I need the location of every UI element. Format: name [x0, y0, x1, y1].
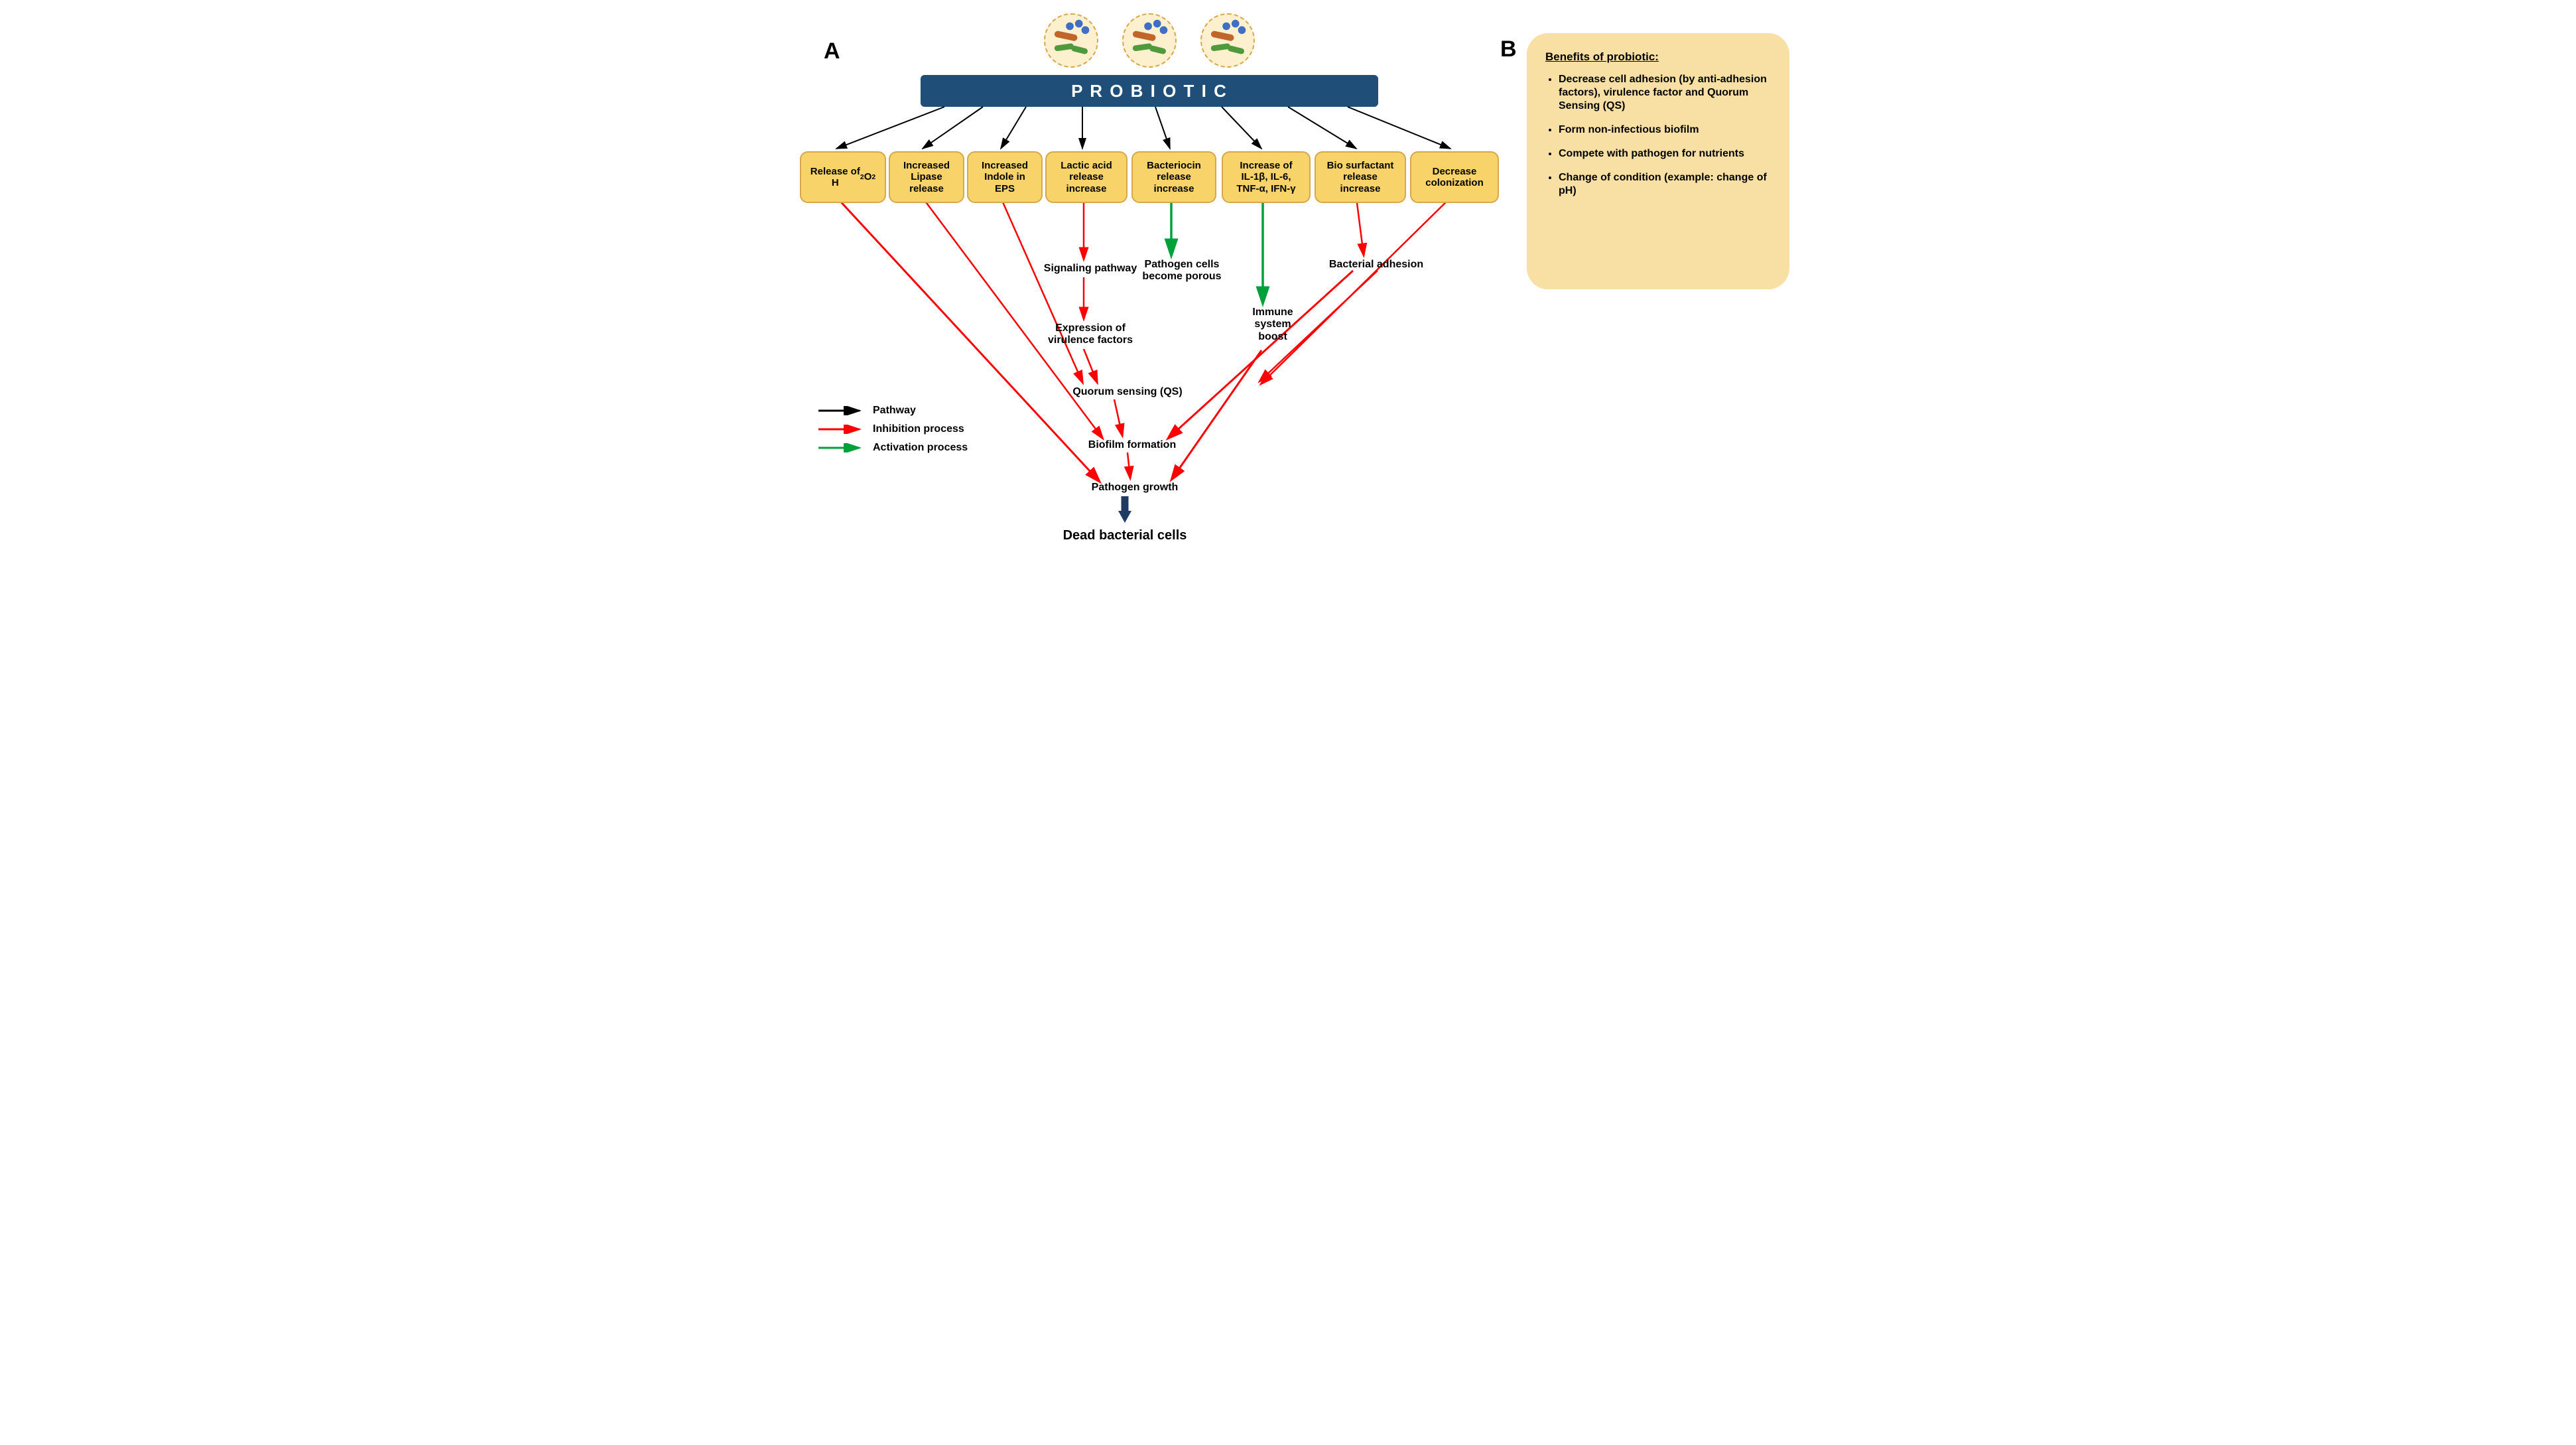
- legend-item: Inhibition process: [817, 423, 968, 435]
- mechanism-box-il: Increase ofIL-1β, IL-6,TNF-α, IFN-γ: [1222, 151, 1311, 203]
- mechanism-box-lipase: IncreasedLipaserelease: [889, 151, 964, 203]
- text-node-porous: Pathogen cellsbecome porous: [1135, 259, 1228, 283]
- mechanism-box-lactic: Lactic acidreleaseincrease: [1045, 151, 1127, 203]
- legend-label: Activation process: [873, 442, 968, 454]
- benefits-list: Decrease cell adhesion (by anti-adhesion…: [1545, 73, 1771, 198]
- diagram-canvas: A B P R O B I O T I C Release ofH2O2Incr…: [797, 0, 1779, 551]
- benefits-panel: Benefits of probiotic: Decrease cell adh…: [1527, 33, 1789, 289]
- legend-item: Activation process: [817, 442, 968, 454]
- panel-b-label: B: [1500, 36, 1517, 62]
- text-node-pathgrowth: Pathogen growth: [1078, 482, 1191, 494]
- benefits-item: Change of condition (example: change of …: [1559, 171, 1771, 198]
- legend: Pathway Inhibition process Activation proc…: [817, 405, 968, 460]
- benefits-item: Decrease cell adhesion (by anti-adhesion…: [1559, 73, 1771, 113]
- legend-label: Pathway: [873, 405, 916, 417]
- mechanism-box-biosurf: Bio surfactantreleaseincrease: [1315, 151, 1406, 203]
- legend-label: Inhibition process: [873, 423, 964, 435]
- text-node-bactadh: Bacterial adhesion: [1320, 259, 1433, 271]
- microbe-cluster-icon: [1200, 13, 1255, 68]
- mechanism-box-indole: IncreasedIndole inEPS: [967, 151, 1043, 203]
- mechanism-box-decol: Decreasecolonization: [1410, 151, 1499, 203]
- microbe-cluster-icon: [1044, 13, 1098, 68]
- probiotic-header-text: P R O B I O T I C: [1071, 81, 1228, 101]
- text-node-signaling: Signaling pathway: [1037, 263, 1143, 275]
- mechanism-box-bact: Bacteriocinreleaseincrease: [1131, 151, 1216, 203]
- text-node-dead: Dead bacterial cells: [1039, 528, 1211, 543]
- mechanism-box-h2o2: Release ofH2O2: [800, 151, 886, 203]
- benefits-title: Benefits of probiotic:: [1545, 50, 1771, 64]
- text-node-immune: Immunesystemboost: [1243, 307, 1303, 343]
- microbe-cluster-icon: [1122, 13, 1177, 68]
- text-node-virulence: Expression ofvirulence factors: [1037, 322, 1143, 347]
- text-node-qs: Quorum sensing (QS): [1061, 386, 1194, 398]
- text-node-biofilm: Biofilm formation: [1076, 439, 1189, 451]
- benefits-item: Compete with pathogen for nutrients: [1559, 147, 1771, 161]
- probiotic-header: P R O B I O T I C: [921, 75, 1378, 107]
- benefits-item: Form non-infectious biofilm: [1559, 123, 1771, 137]
- legend-item: Pathway: [817, 405, 968, 417]
- panel-a-label: A: [824, 38, 840, 64]
